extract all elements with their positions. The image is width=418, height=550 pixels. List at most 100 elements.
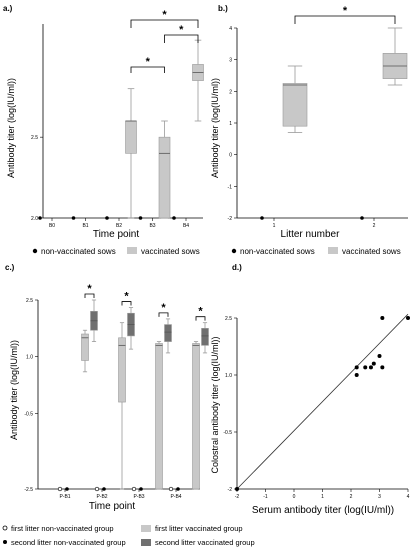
chart-d-point [368, 365, 373, 370]
chart-d-point [235, 487, 239, 491]
xlabel-d: Serum antibody titer (log(IU/ml)) [252, 505, 394, 516]
chart-c-ytick-label: 1.0 [26, 355, 33, 361]
chart-c-point-first [131, 486, 137, 492]
chart-c-xtick-label: P-B3 [133, 494, 144, 500]
chart-a-sig-bracket [164, 34, 199, 43]
chart-c-ytick-label: -2.5 [24, 487, 33, 493]
chart-c-point-second [65, 487, 69, 491]
chart-a-sig-bracket-star: * [146, 56, 151, 68]
chart-c-point-second [102, 487, 106, 491]
chart-c-point-first [94, 486, 100, 492]
chart-b-xtick-label: 2 [373, 223, 376, 229]
legend-c-second-vacc-label: second litter vaccinated group [155, 538, 255, 547]
chart-b-box [282, 83, 308, 127]
chart-c-sig-bracket-star: * [124, 291, 129, 303]
chart-c-sig-bracket [84, 293, 95, 298]
chart-b-ytick-label: -1 [228, 184, 233, 190]
legend-b-nonvacc-marker [231, 248, 237, 254]
legend-c-second-nonvacc-marker [3, 540, 7, 544]
legend-c-first-vacc-label: first litter vaccinated group [155, 524, 243, 533]
chart-d-point [377, 354, 382, 358]
chart-d-xtick-label: -2 [235, 494, 240, 500]
ylabel-a: Antibody titer (log(IU/ml)) [6, 78, 16, 178]
chart-c-sig-bracket-star: * [198, 306, 203, 318]
panel-label-a: a.) [3, 4, 13, 13]
chart-c-box-second [164, 324, 172, 342]
chart-c-xtick-label: P-B4 [170, 494, 181, 500]
chart-b-ytick-label: 4 [229, 26, 232, 32]
chart-a-xtick-label: B2 [116, 223, 122, 229]
chart-a-box [125, 120, 137, 154]
chart-c-sig-bracket-star: * [161, 302, 166, 314]
chart-b-ytick-label: 1 [229, 121, 232, 127]
legend-a-vacc-label: vaccinated sows [141, 247, 200, 256]
chart-b-ytick-label: 3 [229, 58, 232, 64]
chart-c-sig-bracket [158, 312, 169, 317]
chart-d-point [406, 316, 410, 320]
legend-c-first-nonvacc-marker [2, 525, 8, 531]
xlabel-a: Time point [93, 229, 140, 240]
chart-c-point-second [139, 487, 143, 491]
chart-c-xtick-label: P-B1 [59, 494, 70, 500]
xlabel-b: Litter number [281, 229, 341, 240]
chart-c-sig-bracket [195, 316, 206, 321]
xlabel-c: Time point [89, 501, 136, 512]
chart-d-point [380, 316, 385, 320]
chart-a-sig-bracket [130, 19, 199, 28]
chart-c-box-first [118, 337, 126, 403]
chart-c-point-first [57, 486, 63, 492]
chart-a-point [105, 216, 109, 220]
chart-c-point-first [168, 486, 174, 492]
panel-label-c: c.) [5, 263, 15, 272]
legend-c-second-vacc-swatch [141, 539, 151, 546]
chart-c-point-second [176, 487, 180, 491]
chart-d-xtick-label: 2 [350, 494, 353, 500]
chart-c-sig-bracket-star: * [87, 283, 92, 295]
chart-d-point [363, 365, 368, 370]
legend-c-second-nonvacc-label: second litter non-vaccinated group [11, 538, 126, 547]
chart-d-xtick-label: 0 [293, 494, 296, 500]
chart-d-ytick-label: -2 [228, 487, 233, 493]
chart-b-ytick-label: 0 [229, 153, 232, 159]
ylabel-c: Antibody titer (log(IU/ml)) [9, 340, 19, 440]
chart-c-ytick-label: -0.5 [24, 411, 33, 417]
legend-a-nonvacc-label: non-vaccinated sows [41, 247, 116, 256]
chart-b-sig-bracket [294, 15, 396, 24]
panel-label-b: b.) [218, 4, 228, 13]
chart-d-ytick-label: 1.0 [225, 373, 232, 379]
chart-d-point [380, 365, 385, 370]
plot-area: 2.0 2.5 B0 B1 B2 B3 B4 * * * -2 -1 0 1 2 3 4 1 2 * -2.5 -0.5 1… [24, 5, 410, 500]
chart-d-xtick-label: 3 [378, 494, 381, 500]
chart-a-sig-bracket-star: * [179, 24, 184, 36]
chart-a-xtick-label: B1 [82, 223, 88, 229]
chart-c-sig-bracket [121, 301, 132, 306]
chart-a-sig-bracket-star: * [162, 9, 167, 21]
legend-c-first-vacc-swatch [141, 525, 151, 532]
chart-a-xtick-label: B0 [49, 223, 55, 229]
chart-a-point [38, 216, 42, 220]
legend-b-nonvacc-label: non-vaccinated sows [240, 247, 315, 256]
chart-d-ytick-label: -0.5 [223, 430, 232, 436]
chart-a-box [158, 136, 171, 219]
chart-d-point [371, 361, 376, 366]
chart-a-ytick-label: 2.0 [31, 216, 38, 222]
chart-c-box-first [81, 333, 89, 361]
chart-d-xtick-label: -1 [263, 494, 268, 500]
legend-c-first-nonvacc-label: first litter non-vaccinated group [11, 524, 114, 533]
chart-d-xtick-label: 1 [321, 494, 324, 500]
legend-a-vacc-swatch [127, 247, 137, 254]
chart-d-fit-line [236, 313, 409, 490]
chart-d-point [354, 365, 359, 370]
chart-b-xtick-label: 1 [273, 223, 276, 229]
legend-b-vacc-swatch [328, 247, 338, 254]
chart-c-box-second [201, 328, 209, 346]
ylabel-d: Colostral antibody titer (log(IU/ml)) [210, 336, 220, 473]
chart-b-sig-bracket-star: * [343, 5, 348, 17]
chart-c-xtick-label: P-B2 [96, 494, 107, 500]
chart-b-ytick-label: -2 [228, 216, 233, 222]
legend-a-nonvacc-marker [32, 248, 38, 254]
ylabel-b: Antibody titer (log(IU/ml)) [210, 78, 220, 178]
chart-a-sig-bracket [130, 66, 165, 73]
chart-a-xtick-label: B4 [183, 223, 189, 229]
